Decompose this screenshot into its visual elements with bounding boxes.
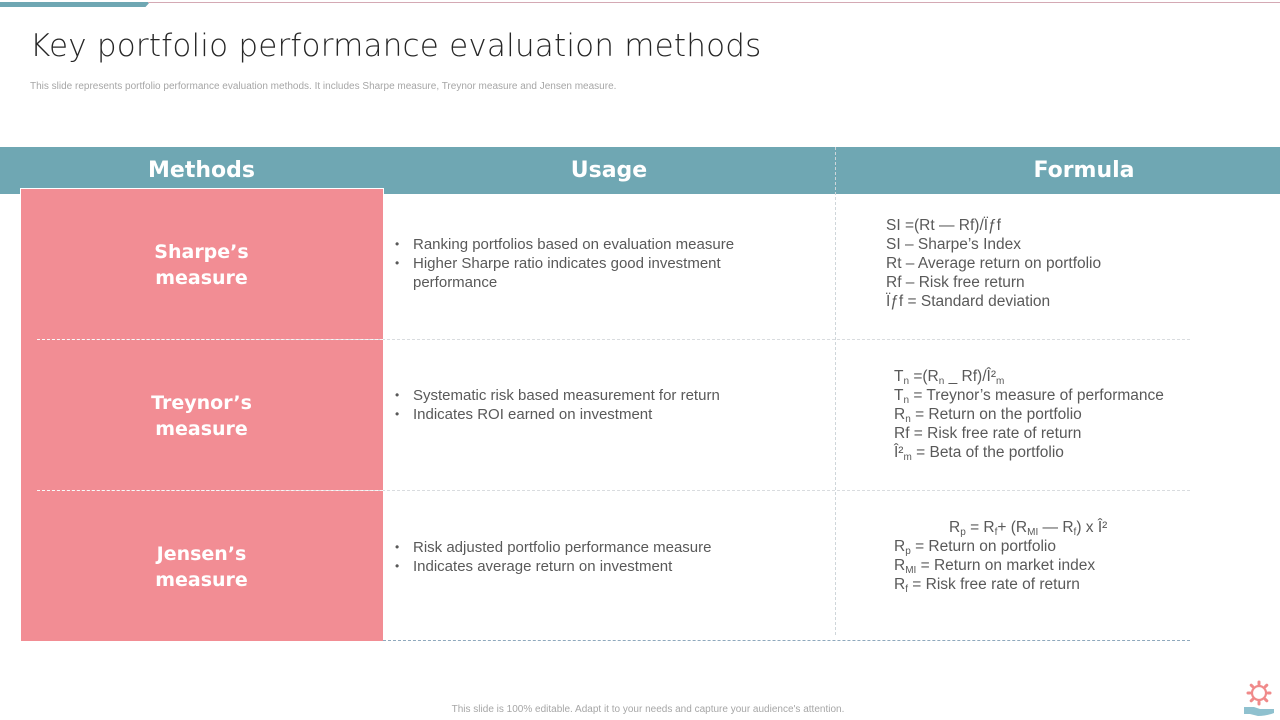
formula-line: Rf – Risk free return	[886, 274, 1025, 291]
row-divider	[37, 490, 1190, 491]
column-header-formula: Formula	[1033, 158, 1135, 183]
formula-line: Ïƒf = Standard deviation	[886, 293, 1051, 310]
usage-item: Indicates average return on investment	[395, 557, 815, 576]
usage-item: Ranking portfolios based on evaluation m…	[395, 235, 815, 254]
formula-sharpe: SI =(Rt — Rf)/Ïƒf SI – Sharpe’s Index Rt…	[886, 216, 1101, 311]
method-jensen-line1: Jensen’s	[156, 543, 247, 565]
method-jensen: Jensen’s measure	[20, 541, 383, 593]
methods-column-block	[20, 188, 384, 642]
formula-line: Rp = Rf+ (RMI — Rf) x Î²	[949, 519, 1108, 538]
formula-line: Tn =(Rn _ Rf)/Î²m	[894, 368, 1005, 387]
usage-item: Systematic risk based measurement for re…	[395, 386, 815, 405]
formula-line: Î²m = Beta of the portfolio	[894, 444, 1064, 463]
formula-line: Rt – Average return on portfolio	[886, 255, 1102, 272]
method-sharpe: Sharpe’s measure	[20, 239, 383, 291]
row-divider	[37, 339, 1190, 340]
method-jensen-line2: measure	[155, 569, 248, 591]
formula-line: Rf = Risk free rate of return	[894, 576, 1080, 595]
top-divider-line	[148, 2, 1280, 3]
column-header-methods: Methods	[148, 158, 255, 183]
usage-treynor: Systematic risk based measurement for re…	[395, 386, 815, 424]
row-divider-overlay	[37, 339, 383, 340]
table-bottom-divider	[383, 640, 1190, 641]
row-divider-overlay	[37, 490, 383, 491]
method-treynor-line1: Treynor’s	[151, 392, 252, 414]
formula-line: Tn = Treynor’s measure of performance	[894, 387, 1164, 406]
page-subtitle: This slide represents portfolio performa…	[30, 81, 617, 92]
usage-item: Indicates ROI earned on investment	[395, 405, 815, 424]
column-header-usage: Usage	[570, 158, 648, 183]
top-accent-bar	[0, 2, 150, 7]
method-treynor: Treynor’s measure	[20, 390, 383, 442]
formula-treynor: Tn =(Rn _ Rf)/Î²m Tn = Treynor’s measure…	[894, 367, 1164, 463]
formula-line: SI – Sharpe’s Index	[886, 236, 1021, 253]
formula-jensen: Rp = Rf+ (RMI — Rf) x Î² Rp = Return on …	[894, 518, 1108, 595]
method-treynor-line2: measure	[155, 418, 248, 440]
usage-item: Risk adjusted portfolio performance meas…	[395, 538, 815, 557]
usage-jensen: Risk adjusted portfolio performance meas…	[395, 538, 815, 576]
formula-line: RMI = Return on market index	[894, 557, 1096, 576]
method-sharpe-line2: measure	[155, 267, 248, 289]
usage-item: Higher Sharpe ratio indicates good inves…	[395, 254, 755, 292]
page-title: Key portfolio performance evaluation met…	[30, 28, 762, 64]
usage-sharpe: Ranking portfolios based on evaluation m…	[395, 235, 815, 292]
formula-line: Rn = Return on the portfolio	[894, 406, 1082, 425]
formula-line: Rf = Risk free rate of return	[894, 425, 1082, 442]
column-divider	[835, 147, 836, 635]
table-header-bar	[0, 147, 1280, 194]
formula-line: Rp = Return on portfolio	[894, 538, 1056, 557]
formula-line: SI =(Rt — Rf)/Ïƒf	[886, 217, 1001, 234]
gear-on-hand-icon	[1244, 680, 1274, 716]
method-sharpe-line1: Sharpe’s	[154, 241, 249, 263]
footer-note: This slide is 100% editable. Adapt it to…	[451, 704, 845, 715]
